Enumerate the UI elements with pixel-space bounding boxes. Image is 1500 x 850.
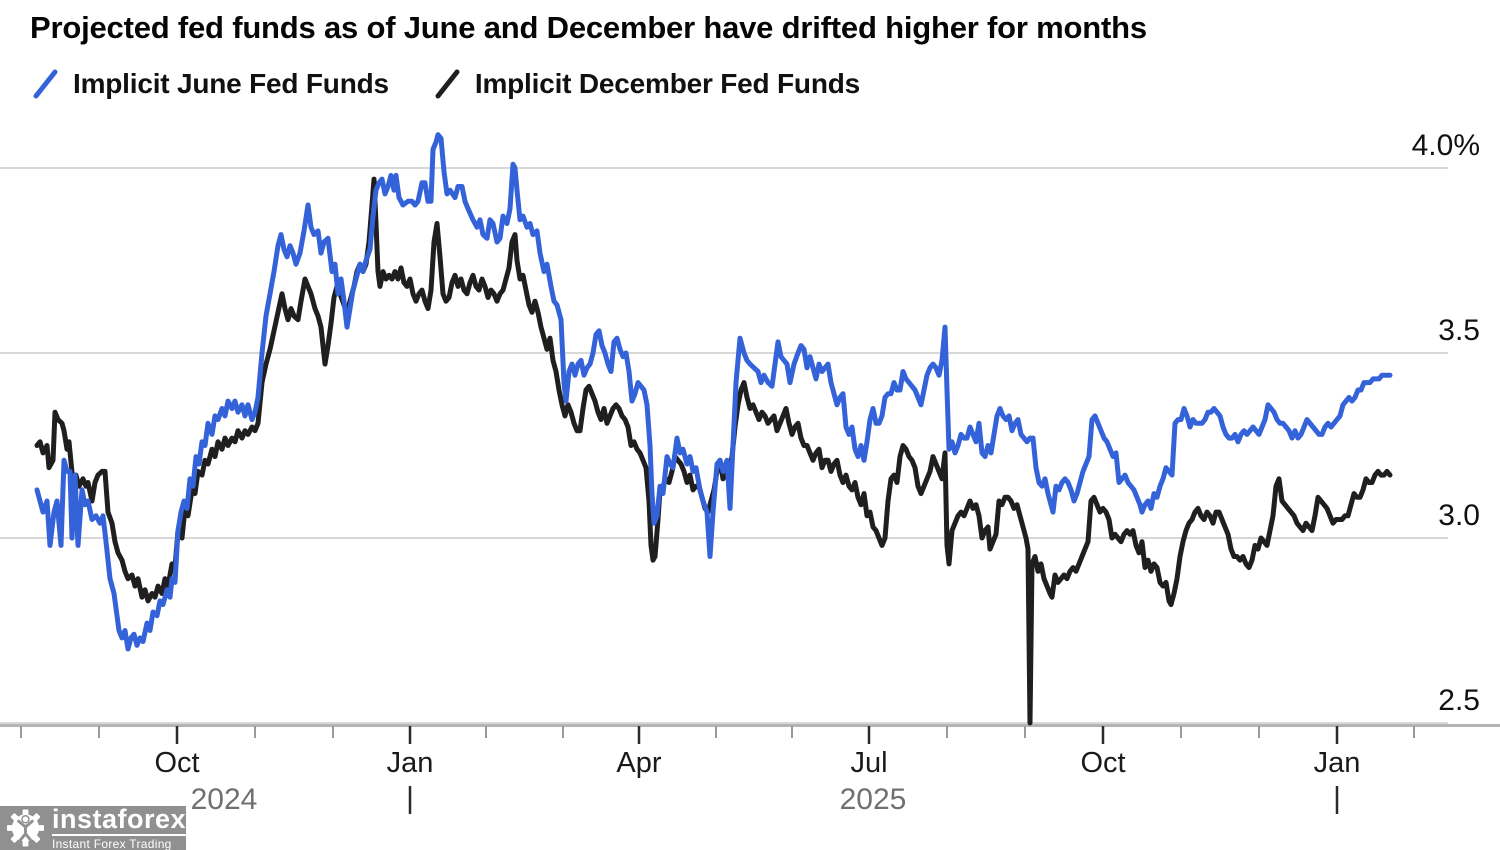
december-line-slash-icon [435,69,460,99]
x-axis-label-Jan: Jan [387,747,434,779]
june-line-slash-icon [33,69,58,99]
y-axis-label-3.5: 3.5 [1438,314,1480,347]
implicit-june-fed-funds-line [34,132,1393,652]
year-label-2024: 2024 [191,783,258,816]
watermark-instaforex: instaforex Instant Forex Trading [0,806,186,850]
watermark-tagline: Instant Forex Trading [51,834,186,850]
year-label-2025: 2025 [840,783,907,816]
legend-label-june: Implicit June Fed Funds [73,68,389,99]
x-axis-label-Jul: Jul [850,747,887,779]
y-axis-label-2.5: 2.5 [1438,684,1480,717]
y-axis-label-3.0: 3.0 [1438,499,1480,532]
x-axis-label-Apr: Apr [616,747,661,779]
x-axis-label-Jan: Jan [1314,747,1361,779]
watermark-brand: instaforex [51,804,186,834]
instaforex-gear-person-icon [6,809,44,847]
implicit-december-fed-funds-line [34,176,1393,726]
x-axis-label-Oct: Oct [1080,747,1125,779]
legend: Implicit June Fed Funds Implicit Decembe… [33,68,860,100]
x-axis-label-Oct: Oct [154,747,199,779]
legend-item-june: Implicit June Fed Funds [33,68,389,100]
watermark-text: instaforex Instant Forex Trading [51,804,186,850]
y-axis-label-4.0%: 4.0% [1412,129,1480,162]
legend-item-december: Implicit December Fed Funds [435,68,860,100]
legend-label-december: Implicit December Fed Funds [474,68,860,99]
chart-title: Projected fed funds as of June and Decem… [30,10,1147,45]
